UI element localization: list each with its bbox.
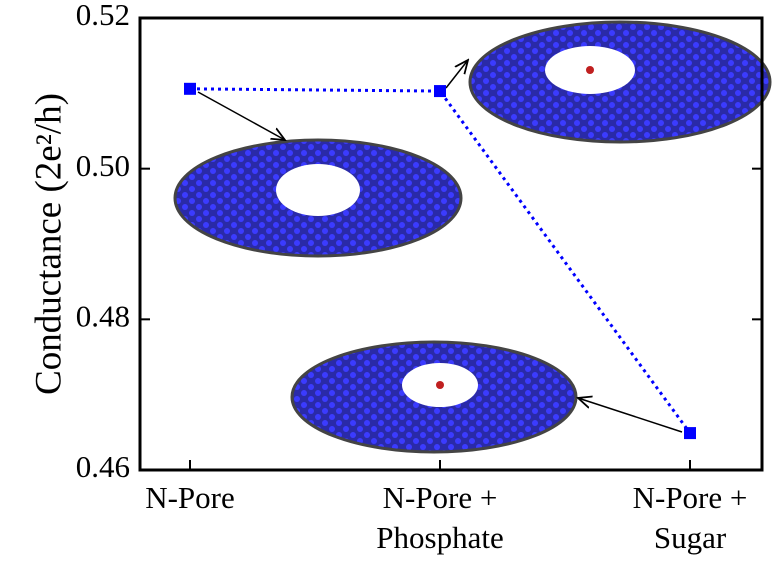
point-marker xyxy=(684,427,696,440)
y-tick-label: 0.46 xyxy=(76,449,130,484)
x-tick-label: N-Pore + Sugar xyxy=(632,480,748,555)
y-tick-label: 0.50 xyxy=(76,148,130,183)
pore-images xyxy=(173,20,772,454)
y-tick-label: 0.48 xyxy=(76,298,130,333)
plot-frame xyxy=(138,16,764,472)
arrows xyxy=(197,60,683,433)
point-marker xyxy=(434,85,446,98)
y-axis-label: Conductance (2e²/h) xyxy=(28,93,69,395)
y-tick-label: 0.52 xyxy=(76,0,130,32)
point-marker xyxy=(184,82,196,95)
x-tick-label: N-Pore + Phosphate xyxy=(376,480,504,555)
series-line xyxy=(189,87,692,434)
x-tick-label: N-Pore xyxy=(145,480,235,515)
